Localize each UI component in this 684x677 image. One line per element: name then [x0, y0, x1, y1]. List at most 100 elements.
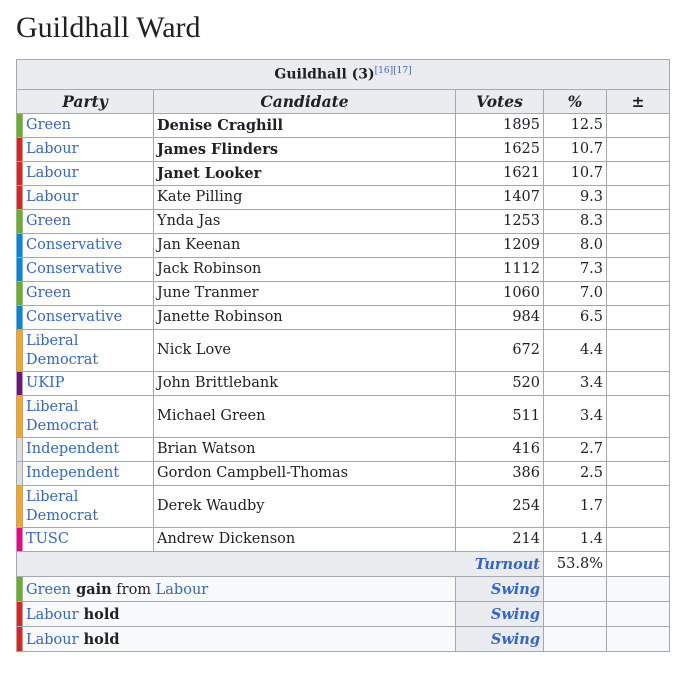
party-link[interactable]: Labour — [26, 141, 79, 157]
swing-link[interactable]: Swing — [490, 630, 540, 648]
party-cell: Labour — [22, 185, 154, 210]
party-cell: Liberal Democrat — [22, 329, 154, 372]
party-link-text: Democrat — [26, 507, 99, 524]
party-link[interactable]: Independent — [26, 465, 120, 481]
citation-17-link[interactable]: [17] — [393, 66, 412, 77]
votes-cell: 1625 — [455, 137, 544, 162]
candidate-name: Derek Waudby — [153, 485, 456, 528]
votes-cell: 1060 — [455, 281, 544, 306]
candidate-row: Labour James Flinders 1625 10.7 — [16, 137, 670, 162]
header-percent: % — [543, 89, 607, 114]
candidate-name: Michael Green — [153, 395, 456, 438]
party-link[interactable]: TUSC — [26, 531, 69, 547]
candidate-name: Jan Keenan — [153, 233, 456, 258]
party-link-text: Democrat — [26, 417, 99, 434]
party-link[interactable]: Labour — [26, 606, 79, 623]
percent-cell: 10.7 — [543, 161, 607, 186]
change-cell — [606, 371, 670, 396]
party-cell: Liberal Democrat — [22, 485, 154, 528]
votes-cell: 984 — [455, 305, 544, 330]
percent-cell: 4.4 — [543, 329, 607, 372]
election-results-table: Guildhall (3)[16][17] Party Candidate Vo… — [16, 59, 670, 652]
party-link-text: Liberal — [26, 332, 79, 349]
candidate-name: June Tranmer — [153, 281, 456, 306]
percent-cell: 3.4 — [543, 395, 607, 438]
party-link[interactable]: Liberal Democrat — [26, 489, 98, 524]
party-link[interactable]: Green — [26, 213, 72, 229]
party-link[interactable]: Green — [26, 581, 72, 598]
candidate-row: Liberal Democrat Derek Waudby 254 1.7 — [16, 485, 670, 528]
change-cell — [606, 113, 670, 138]
percent-cell: 2.5 — [543, 461, 607, 486]
result-label: Labour hold — [22, 626, 456, 652]
percent-cell: 1.4 — [543, 527, 607, 552]
party-link[interactable]: Labour — [26, 189, 79, 205]
turnout-link[interactable]: Turnout — [474, 555, 540, 573]
candidate-row: Green Ynda Jas 1253 8.3 — [16, 209, 670, 234]
party-link[interactable]: Liberal Democrat — [26, 333, 98, 368]
party-link[interactable]: UKIP — [26, 375, 65, 391]
result-label: Green gain from Labour — [22, 576, 456, 602]
party-link-text: Liberal — [26, 398, 79, 415]
candidate-name: Kate Pilling — [153, 185, 456, 210]
swing-link[interactable]: Swing — [490, 580, 540, 598]
party-link[interactable]: Liberal Democrat — [26, 399, 98, 434]
swing-link[interactable]: Swing — [490, 605, 540, 623]
change-cell — [606, 257, 670, 282]
candidate-row: Green June Tranmer 1060 7.0 — [16, 281, 670, 306]
percent-cell: 2.7 — [543, 437, 607, 462]
swing-value — [543, 576, 607, 602]
change-cell — [606, 461, 670, 486]
candidate-name: Denise Craghill — [153, 113, 456, 138]
party-cell: Liberal Democrat — [22, 395, 154, 438]
votes-cell: 1209 — [455, 233, 544, 258]
party-link[interactable]: Labour — [26, 631, 79, 648]
party-link[interactable]: Conservative — [26, 237, 123, 253]
swing-cell: Swing — [455, 601, 544, 627]
votes-cell: 1112 — [455, 257, 544, 282]
swing-change — [606, 626, 670, 652]
party-link[interactable]: Green — [26, 285, 72, 301]
candidate-row: Independent Brian Watson 416 2.7 — [16, 437, 670, 462]
result-text: hold — [78, 630, 120, 648]
candidate-row: Conservative Jack Robinson 1112 7.3 — [16, 257, 670, 282]
party-cell: TUSC — [22, 527, 154, 552]
party-link[interactable]: Labour — [26, 165, 79, 181]
candidate-name: John Brittlebank — [153, 371, 456, 396]
change-cell — [606, 329, 670, 372]
party-link-text: Liberal — [26, 488, 79, 505]
table-footer: Turnout 53.8% Green gain from Labour Swin… — [16, 551, 670, 652]
votes-cell: 672 — [455, 329, 544, 372]
candidate-name: Janette Robinson — [153, 305, 456, 330]
party-link[interactable]: Conservative — [26, 261, 123, 277]
result-label: Labour hold — [22, 601, 456, 627]
table-caption-row: Guildhall (3)[16][17] — [16, 59, 670, 90]
turnout-change — [606, 551, 670, 577]
candidate-row: TUSC Andrew Dickenson 214 1.4 — [16, 527, 670, 552]
candidate-name: Ynda Jas — [153, 209, 456, 234]
party-cell: Labour — [22, 137, 154, 162]
turnout-percent: 53.8% — [543, 551, 607, 577]
votes-cell: 386 — [455, 461, 544, 486]
turnout-label-cell: Turnout — [16, 551, 544, 577]
candidate-row: Green Denise Craghill 1895 12.5 — [16, 113, 670, 138]
votes-cell: 1253 — [455, 209, 544, 234]
candidate-row: Liberal Democrat Michael Green 511 3.4 — [16, 395, 670, 438]
party-cell: Conservative — [22, 257, 154, 282]
party-link-text: Democrat — [26, 351, 99, 368]
percent-cell: 3.4 — [543, 371, 607, 396]
party-link[interactable]: Green — [26, 117, 72, 133]
caption-text: Guildhall (3) — [274, 66, 375, 83]
candidate-row: Labour Janet Looker 1621 10.7 — [16, 161, 670, 186]
candidate-name: Janet Looker — [153, 161, 456, 186]
party-link[interactable]: Independent — [26, 441, 120, 457]
candidate-row: Labour Kate Pilling 1407 9.3 — [16, 185, 670, 210]
citation-16-link[interactable]: [16] — [374, 66, 394, 77]
party-link[interactable]: Conservative — [26, 309, 123, 325]
party-link[interactable]: Labour — [155, 581, 209, 598]
percent-cell: 8.0 — [543, 233, 607, 258]
percent-cell: 8.3 — [543, 209, 607, 234]
candidate-row: Conservative Janette Robinson 984 6.5 — [16, 305, 670, 330]
candidate-row: Conservative Jan Keenan 1209 8.0 — [16, 233, 670, 258]
